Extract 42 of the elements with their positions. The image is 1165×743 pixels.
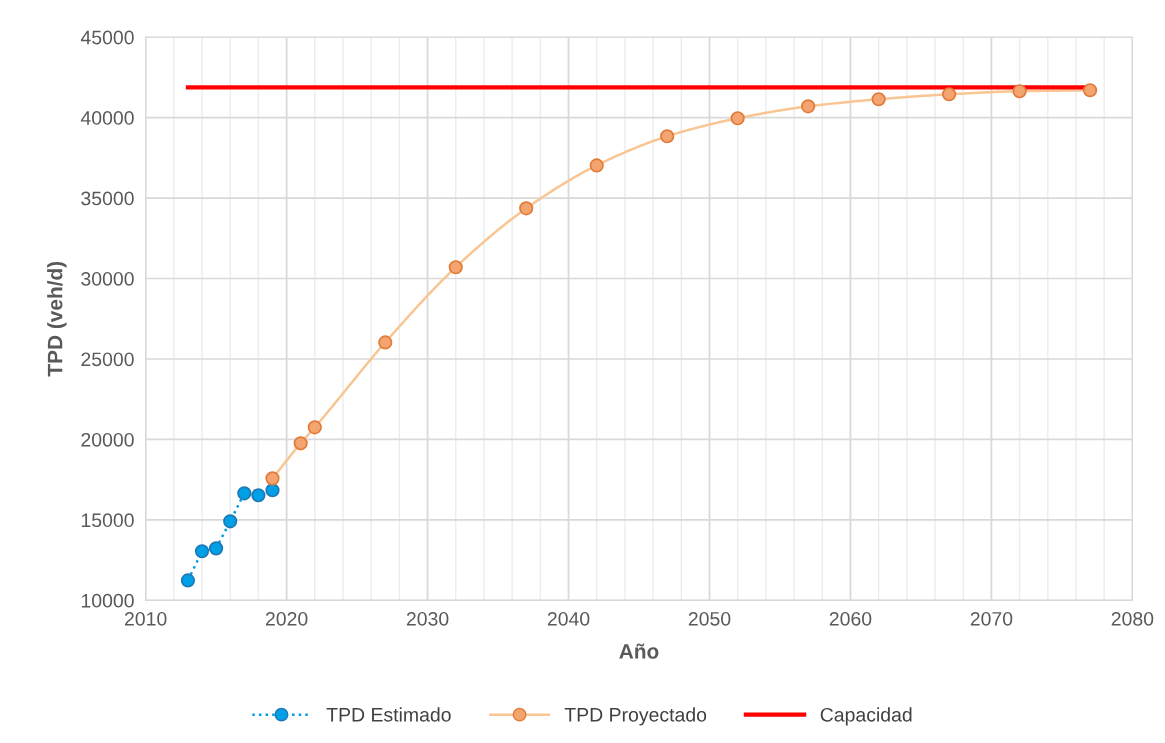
- legend-label: Capacidad: [820, 707, 912, 726]
- point: [1012, 84, 1027, 99]
- x-tick-label: 2050: [688, 611, 731, 626]
- y-tick-label: 20000: [81, 432, 134, 447]
- y-tick-label: 30000: [81, 271, 134, 286]
- y-tick-label: 40000: [80, 111, 134, 125]
- point: [730, 111, 745, 126]
- y-tick-label: 15000: [81, 513, 134, 528]
- point: [265, 471, 280, 486]
- point: [293, 436, 308, 451]
- point: [448, 260, 463, 275]
- x-tick-label: 2010: [124, 611, 167, 626]
- point: [1083, 83, 1098, 98]
- point: [180, 573, 195, 588]
- point: [307, 420, 322, 435]
- point: [660, 129, 675, 144]
- point: [237, 486, 252, 501]
- y-tick-label: 10000: [81, 593, 134, 608]
- x-tick-label: 2040: [547, 611, 590, 626]
- y-tick-label: 45000: [80, 30, 134, 45]
- x-tick-label: 2020: [265, 611, 308, 626]
- x-tick-label: 2060: [829, 611, 872, 626]
- point: [209, 541, 224, 556]
- point: [378, 335, 393, 350]
- y-tick-label: 35000: [81, 191, 134, 206]
- point: [801, 99, 816, 114]
- x-axis-title: Año: [619, 643, 659, 659]
- y-axis-title: TPD (veh/d): [47, 261, 67, 377]
- x-tick-label: 2070: [970, 611, 1013, 626]
- legend-label: TPD Estimado: [326, 707, 451, 722]
- point: [589, 158, 604, 173]
- x-tick-label: 2030: [406, 611, 449, 626]
- y-tick-label: 25000: [81, 352, 134, 367]
- point: [194, 544, 210, 559]
- x-tick-label: 2080: [1111, 611, 1154, 626]
- point: [519, 201, 534, 216]
- point: [265, 483, 280, 498]
- point: [251, 488, 266, 503]
- point: [942, 87, 957, 102]
- point: [223, 514, 238, 529]
- legend-label: TPD Proyectado: [564, 707, 707, 726]
- point: [871, 92, 886, 107]
